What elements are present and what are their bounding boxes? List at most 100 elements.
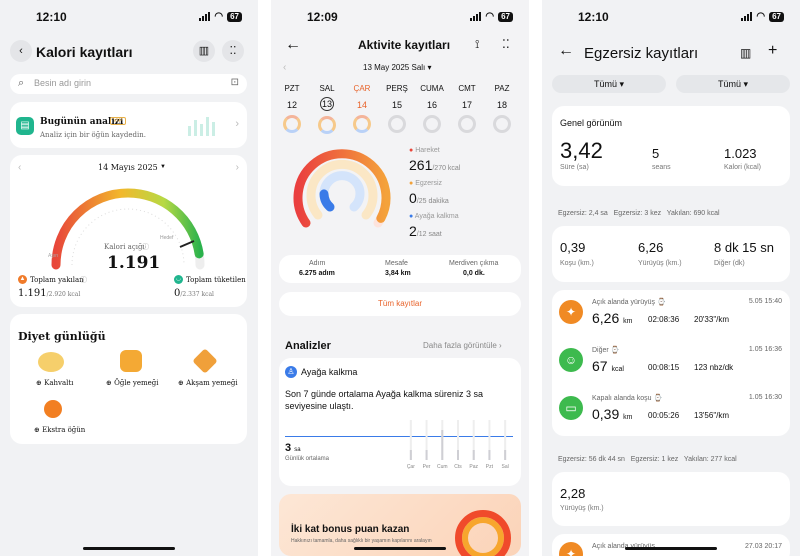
day-3[interactable]: PERŞ 15 bbox=[382, 84, 412, 133]
screen-activity-records: 12:09 ◠ 67 ← Aktivite kayıtları ⟟ ⁚⁚ ‹ 13… bbox=[271, 0, 529, 556]
meal-lunch-button[interactable]: ⊕ Öğle yemeği bbox=[106, 379, 159, 387]
bonus-title: İki kat bonus puan kazan bbox=[291, 524, 410, 535]
meal-extra-button[interactable]: ⊕ Ekstra öğün bbox=[34, 426, 86, 434]
day-name: PZT bbox=[284, 84, 300, 93]
diet-title: Diyet günlüğü bbox=[18, 330, 106, 343]
day-ring bbox=[388, 115, 406, 133]
record-pace: 20'33"/km bbox=[694, 315, 730, 324]
wifi-icon: ◠ bbox=[214, 11, 224, 22]
floors-value: 0,0 dk. bbox=[463, 270, 485, 277]
snack-icon[interactable] bbox=[44, 400, 62, 418]
burned-info-icon[interactable]: ⓘ bbox=[80, 277, 87, 284]
add-icon[interactable]: + bbox=[768, 42, 778, 59]
meal-breakfast-button[interactable]: ⊕ Kahvaltı bbox=[36, 379, 74, 387]
rainbow-graphic bbox=[455, 510, 511, 556]
move-label: ● Hareket bbox=[409, 147, 440, 154]
chart-icon[interactable]: ▥ bbox=[740, 46, 752, 60]
analysis-heading: Analizler bbox=[285, 340, 331, 352]
record-name: Açık alanda yürüyüş ⌚ bbox=[592, 299, 666, 306]
distance-value: 3,84 km bbox=[385, 270, 411, 277]
day-2[interactable]: ÇAR 14 bbox=[347, 84, 377, 133]
back-arrow-icon[interactable]: ← bbox=[558, 42, 574, 59]
dinner-icon[interactable] bbox=[192, 348, 218, 374]
meal-dinner-button[interactable]: ⊕ Akşam yemeği bbox=[178, 379, 238, 387]
more-icon-button[interactable]: ⁚⁚ bbox=[222, 40, 244, 62]
record-duration: 00:05:26 bbox=[648, 411, 680, 420]
day-4[interactable]: CUMA 16 bbox=[417, 84, 447, 133]
record-name: Açık alanda yürüyüş bbox=[592, 543, 656, 550]
run-label: Koşu (km.) bbox=[560, 260, 594, 267]
sessions-label: seans bbox=[652, 164, 671, 171]
chart-tick-label: Paz bbox=[469, 464, 478, 470]
page-title: Egzersiz kayıtları bbox=[584, 45, 699, 62]
exercise-record-row[interactable]: ✦ Açık alanda yürüyüş ⌚ 5.05 15:40 6,26 km 0… bbox=[552, 290, 790, 338]
exercise-value: 0/25 dakika bbox=[409, 190, 449, 206]
bar-track bbox=[488, 420, 491, 460]
home-indicator[interactable] bbox=[83, 547, 175, 550]
status-bar: 12:10 ◠ 67 bbox=[542, 0, 800, 34]
view-more-link[interactable]: Daha fazla görüntüle › bbox=[423, 341, 502, 350]
day-name: ÇAR bbox=[353, 84, 371, 93]
back-button[interactable]: ‹ bbox=[10, 40, 32, 62]
date-selector[interactable]: 14 Mayıs 2025 bbox=[98, 163, 158, 172]
home-indicator[interactable] bbox=[625, 547, 717, 550]
more-icon[interactable]: ⁚⁚ bbox=[502, 37, 510, 51]
day-6[interactable]: PAZ 18 bbox=[487, 84, 517, 133]
steps-value: 6.275 adım bbox=[299, 270, 335, 277]
record-name: Kapalı alanda koşu ⌚ bbox=[592, 395, 663, 402]
daily-stats-card: Adım 6.275 adım Mesafe 3,84 km Merdiven … bbox=[279, 255, 521, 283]
calorie-gap-value: 1.191 bbox=[107, 253, 161, 273]
signal-icon bbox=[199, 12, 211, 21]
next-day-icon[interactable]: › bbox=[235, 162, 239, 173]
chart-tick-label: Pzt bbox=[486, 464, 494, 470]
search-input[interactable]: Besin adı girin bbox=[34, 78, 92, 88]
prev-day-icon[interactable]: ‹ bbox=[18, 162, 22, 173]
all-records-button[interactable]: Tüm kayıtlar bbox=[279, 292, 521, 316]
walk2-value: 2,28 bbox=[560, 486, 586, 501]
exercise-record-row[interactable]: ☺ Diğer ⌚ 1.05 16:36 67 kcal 00:08:15 123 nbz… bbox=[552, 338, 790, 386]
record-time: 27.03 20:17 bbox=[745, 543, 782, 550]
search-bar[interactable]: ⌕ Besin adı girin ⊡ bbox=[10, 74, 247, 94]
bar-track bbox=[425, 420, 428, 460]
filter-type-dropdown[interactable]: Tümü ▾ bbox=[552, 75, 666, 93]
calories-value: 1.023 bbox=[724, 146, 757, 161]
info-icon[interactable]: ⓘ bbox=[142, 244, 149, 251]
bar-track bbox=[472, 420, 475, 460]
chart-tick-label: Cts bbox=[454, 464, 462, 470]
day-1[interactable]: SAL 13 bbox=[312, 84, 342, 134]
date-selector[interactable]: 13 May 2025 Salı ▾ bbox=[363, 63, 432, 72]
vip-badge: VIP bbox=[110, 117, 126, 125]
record-value: 67 kcal bbox=[592, 358, 624, 374]
day-0[interactable]: PZT 12 bbox=[277, 84, 307, 133]
walk-label: Yürüyüş (km.) bbox=[638, 260, 682, 267]
prev-week-icon[interactable]: ‹ bbox=[283, 62, 287, 73]
average-line bbox=[285, 436, 513, 437]
day-ring bbox=[493, 115, 511, 133]
lunch-icon[interactable] bbox=[120, 350, 142, 372]
chart-bar bbox=[441, 430, 444, 460]
analysis-title: Bugünün analizi bbox=[40, 117, 124, 127]
back-arrow-icon[interactable]: ← bbox=[285, 36, 301, 53]
bowl-icon: ◡ bbox=[174, 275, 183, 284]
bar-track bbox=[504, 420, 507, 460]
bonus-banner[interactable]: İki kat bonus puan kazan Hakkınızı tamam… bbox=[279, 494, 521, 556]
summary-week-2: Egzersiz: 56 dk 44 sn Egzersiz: 1 kez Ya… bbox=[558, 456, 737, 463]
day-5[interactable]: CMT 17 bbox=[452, 84, 482, 133]
caret-down-icon[interactable]: ▼ bbox=[160, 164, 166, 170]
today-analysis-card[interactable]: ▤ Bugünün analizi VIP Analiz için bir öğ… bbox=[10, 102, 247, 148]
exercise-record-row[interactable]: ✦ Açık alanda yürüyüş 27.03 20:17 bbox=[552, 534, 790, 556]
breakfast-icon[interactable] bbox=[38, 352, 64, 372]
day-ring bbox=[318, 116, 336, 134]
stand-message: Son 7 günde ortalama Ayağa kalkma süreni… bbox=[285, 389, 483, 411]
day-ring bbox=[283, 115, 301, 133]
battery-icon: 67 bbox=[498, 11, 513, 22]
filter-period-dropdown[interactable]: Tümü ▾ bbox=[676, 75, 790, 93]
scan-icon[interactable]: ⊡ bbox=[230, 77, 239, 88]
exercise-record-row[interactable]: ▭ Kapalı alanda koşu ⌚ 1.05 16:30 0,39 km 00… bbox=[552, 386, 790, 434]
chart-icon-button[interactable]: ▥ bbox=[193, 40, 215, 62]
stand-analysis-card[interactable]: ♙ Ayağa kalkma Son 7 günde ortalama Ayağ… bbox=[279, 358, 521, 486]
burned-value: 1.191/2.920 kcal bbox=[18, 288, 81, 299]
flame-icon: ▲ bbox=[18, 275, 27, 284]
share-icon[interactable]: ⟟ bbox=[475, 37, 480, 51]
home-indicator[interactable] bbox=[354, 547, 446, 550]
